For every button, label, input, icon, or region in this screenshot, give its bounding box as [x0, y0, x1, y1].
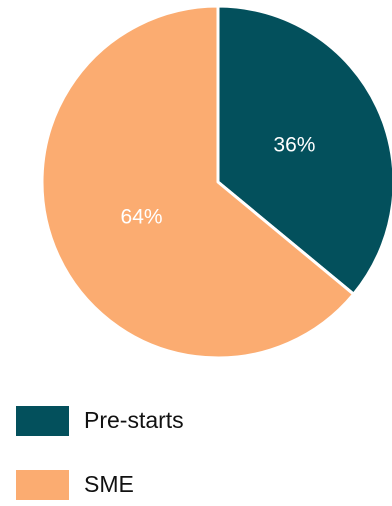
pie-slices [40, 4, 392, 360]
legend-label-sme: SME [84, 471, 134, 497]
slice-label-pre-starts: 36% [273, 134, 315, 157]
legend-swatch-sme [16, 470, 69, 500]
pie-slice-sme [40, 4, 356, 360]
legend: Pre-starts SME [16, 406, 184, 500]
slice-label-sme: 64% [121, 206, 163, 229]
pie-slice-labels: 36% 64% [121, 134, 316, 229]
pie-slice-pre-starts [216, 4, 392, 296]
legend-label-pre-starts: Pre-starts [84, 407, 184, 433]
legend-swatch-pre-starts [16, 406, 69, 436]
